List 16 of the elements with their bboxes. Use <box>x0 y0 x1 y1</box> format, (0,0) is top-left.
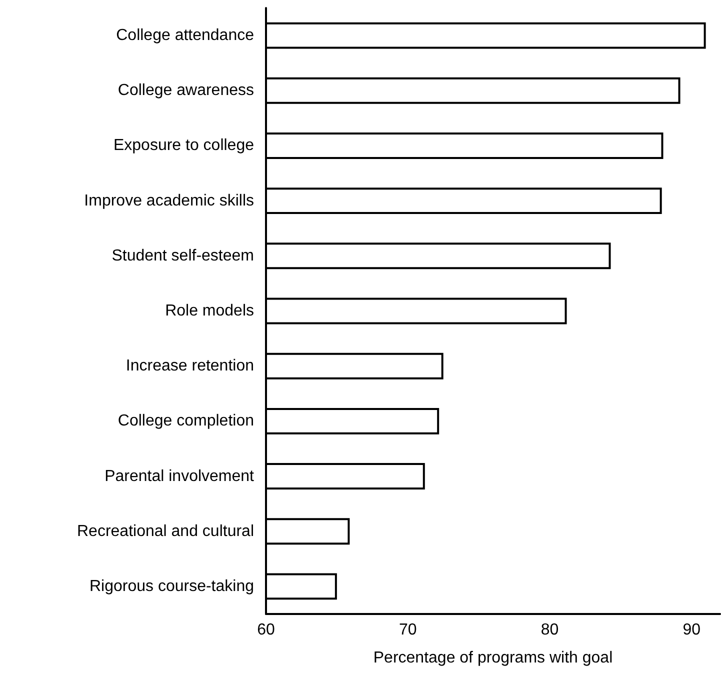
x-tick-label: 60 <box>257 622 275 638</box>
y-tick-label: Exposure to college <box>113 137 254 154</box>
y-tick-label: Parental involvement <box>104 468 255 485</box>
y-tick-label: Role models <box>165 302 254 320</box>
x-tick-label: 90 <box>682 622 701 638</box>
y-tick-label: Recreational and cultural <box>77 522 254 540</box>
y-tick-label: College attendance <box>116 27 254 44</box>
x-tick-label: 80 <box>540 622 559 638</box>
y-tick-label: College completion <box>118 412 254 430</box>
y-tick-label: Rigorous course-taking <box>89 578 254 595</box>
x-tick-label: 70 <box>398 622 417 638</box>
y-tick-label: Student self-esteem <box>112 247 254 264</box>
y-tick-label: College awareness <box>118 82 254 100</box>
x-axis-title: Percentage of programs with goal <box>373 650 613 666</box>
y-tick-label: Improve academic skills <box>84 192 254 210</box>
y-tick-label: Increase retention <box>126 358 254 375</box>
